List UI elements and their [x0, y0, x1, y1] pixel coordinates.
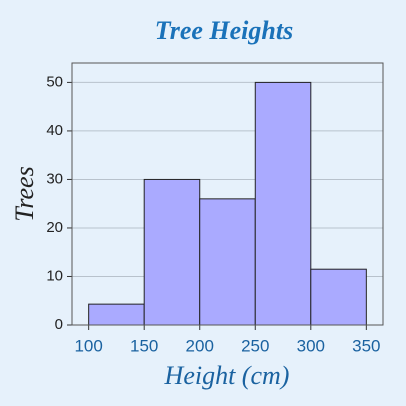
bar — [143, 178, 201, 326]
plot-frame — [71, 62, 384, 326]
bar — [254, 81, 312, 326]
x-tick-label: 300 — [297, 336, 325, 355]
x-axis-title: Height (cm) — [164, 361, 290, 390]
chart-title: Tree Heights — [155, 16, 293, 45]
x-tick-label: 200 — [186, 336, 214, 355]
x-tick-label: 100 — [74, 336, 102, 355]
y-tick-label: 0 — [55, 316, 63, 333]
y-tick-label: 30 — [46, 170, 63, 187]
bar — [88, 303, 145, 326]
x-tick-label: 250 — [241, 336, 269, 355]
y-tick-label: 40 — [46, 122, 63, 139]
bar — [199, 198, 256, 326]
y-tick-label: 10 — [46, 267, 63, 284]
y-tick-label: 20 — [46, 219, 63, 236]
y-axis-title: Trees — [10, 166, 39, 221]
bar — [310, 268, 367, 326]
x-tick-label: 150 — [130, 336, 158, 355]
x-tick-label: 350 — [352, 336, 380, 355]
y-tick-label: 50 — [46, 73, 63, 90]
